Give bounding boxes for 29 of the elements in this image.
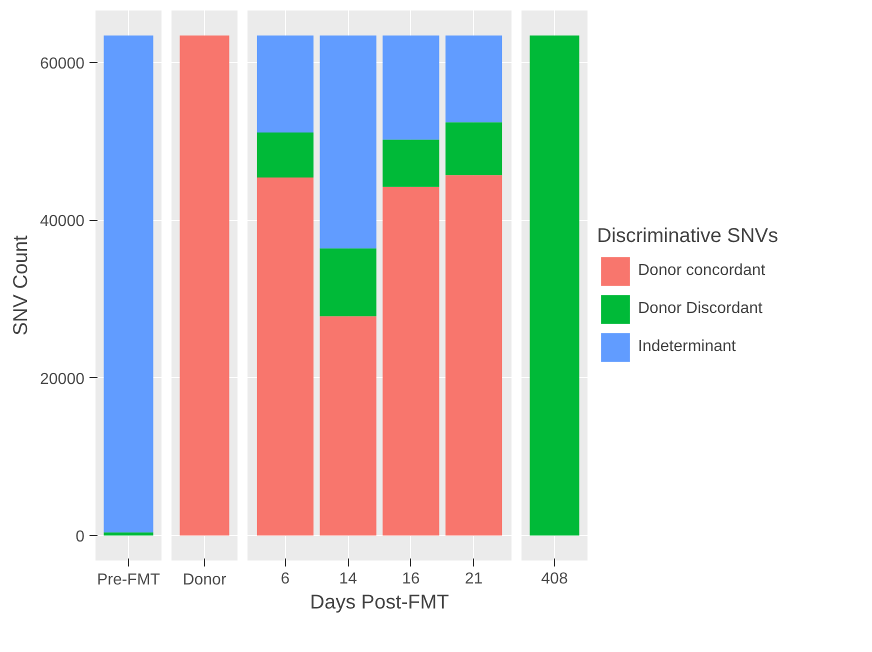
bar xyxy=(256,177,314,536)
bar xyxy=(446,122,502,176)
bar xyxy=(320,316,376,536)
bar xyxy=(382,140,440,187)
y-tick-label: 40000 xyxy=(40,213,85,230)
y-axis-title: SNV Count xyxy=(10,235,32,336)
bar xyxy=(256,132,314,178)
x-tick-label: 21 xyxy=(464,570,483,588)
legend-label: Donor Discordant xyxy=(638,300,762,318)
bar xyxy=(320,248,376,316)
bar xyxy=(320,36,376,248)
y-tick-label: 20000 xyxy=(40,370,85,388)
legend-title: Discriminative SNVs xyxy=(597,225,778,248)
bar xyxy=(382,36,440,140)
bar xyxy=(446,175,502,536)
x-axis-title: Days Post-FMT xyxy=(310,592,449,614)
x-tick-label: 16 xyxy=(402,570,420,588)
x-tick-label: Donor xyxy=(182,572,227,588)
y-tick-label: 0 xyxy=(76,528,85,546)
legend-label: Indeterminant xyxy=(638,338,736,356)
y-tick-label: 60000 xyxy=(40,55,85,72)
bar xyxy=(446,36,502,122)
x-tick-label: Pre-FMT xyxy=(96,572,160,588)
bar xyxy=(256,36,314,133)
bar xyxy=(382,186,440,536)
x-tick-label: 408 xyxy=(541,570,568,588)
x-tick-label: 6 xyxy=(280,570,290,588)
legend-label: Donor concordant xyxy=(638,262,766,280)
x-tick-label: 14 xyxy=(339,570,358,588)
